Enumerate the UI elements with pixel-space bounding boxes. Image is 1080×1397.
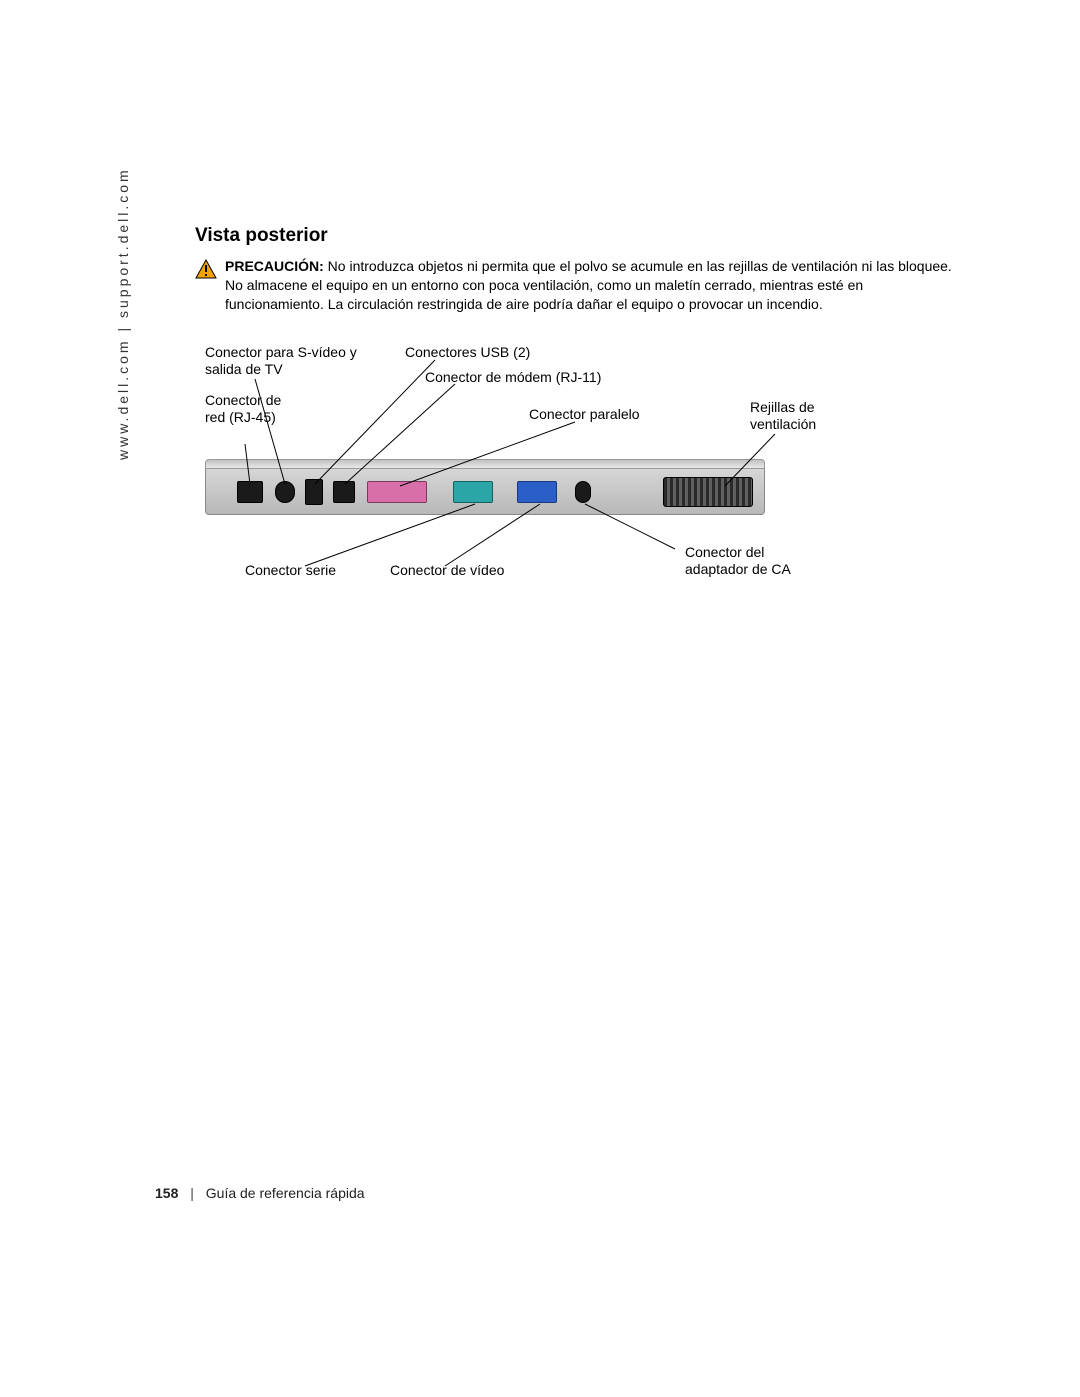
- label-acadapter: Conector del adaptador de CA: [685, 544, 815, 579]
- caution-text: PRECAUCIÓN: No introduzca objetos ni per…: [225, 257, 965, 314]
- label-network: Conector de red (RJ-45): [205, 392, 305, 427]
- label-vents: Rejillas de ventilación: [750, 399, 850, 434]
- label-modem: Conector de módem (RJ-11): [425, 369, 601, 387]
- vent-grille: [663, 477, 753, 507]
- laptop-rear-image: [205, 459, 765, 523]
- port-rj45: [237, 481, 263, 503]
- label-video: Conector de vídeo: [390, 562, 504, 580]
- caution-body: No introduzca objetos ni permita que el …: [225, 258, 952, 312]
- label-usb: Conectores USB (2): [405, 344, 530, 362]
- port-rj11: [333, 481, 355, 503]
- label-parallel: Conector paralelo: [529, 406, 640, 424]
- sidebar-url: www.dell.com | support.dell.com: [115, 167, 131, 460]
- footer-separator: |: [190, 1185, 194, 1201]
- port-vga: [517, 481, 557, 503]
- port-usb: [305, 479, 323, 505]
- warning-icon: [195, 259, 217, 284]
- label-serial: Conector serie: [245, 562, 336, 580]
- doc-title: Guía de referencia rápida: [206, 1185, 365, 1201]
- section-heading: Vista posterior: [195, 225, 965, 247]
- page-number: 158: [155, 1185, 178, 1201]
- label-svideo: Conector para S-vídeo y salida de TV: [205, 344, 375, 379]
- caution-label: PRECAUCIÓN:: [225, 258, 324, 274]
- page-footer: 158 | Guía de referencia rápida: [155, 1185, 365, 1201]
- port-dc: [575, 481, 591, 503]
- caution-block: PRECAUCIÓN: No introduzca objetos ni per…: [195, 257, 965, 314]
- port-serial: [453, 481, 493, 503]
- port-svideo: [275, 481, 295, 503]
- rear-view-diagram: Conector para S-vídeo y salida de TV Con…: [195, 344, 965, 624]
- port-parallel: [367, 481, 427, 503]
- main-content: Vista posterior PRECAUCIÓN: No introduzc…: [195, 225, 965, 624]
